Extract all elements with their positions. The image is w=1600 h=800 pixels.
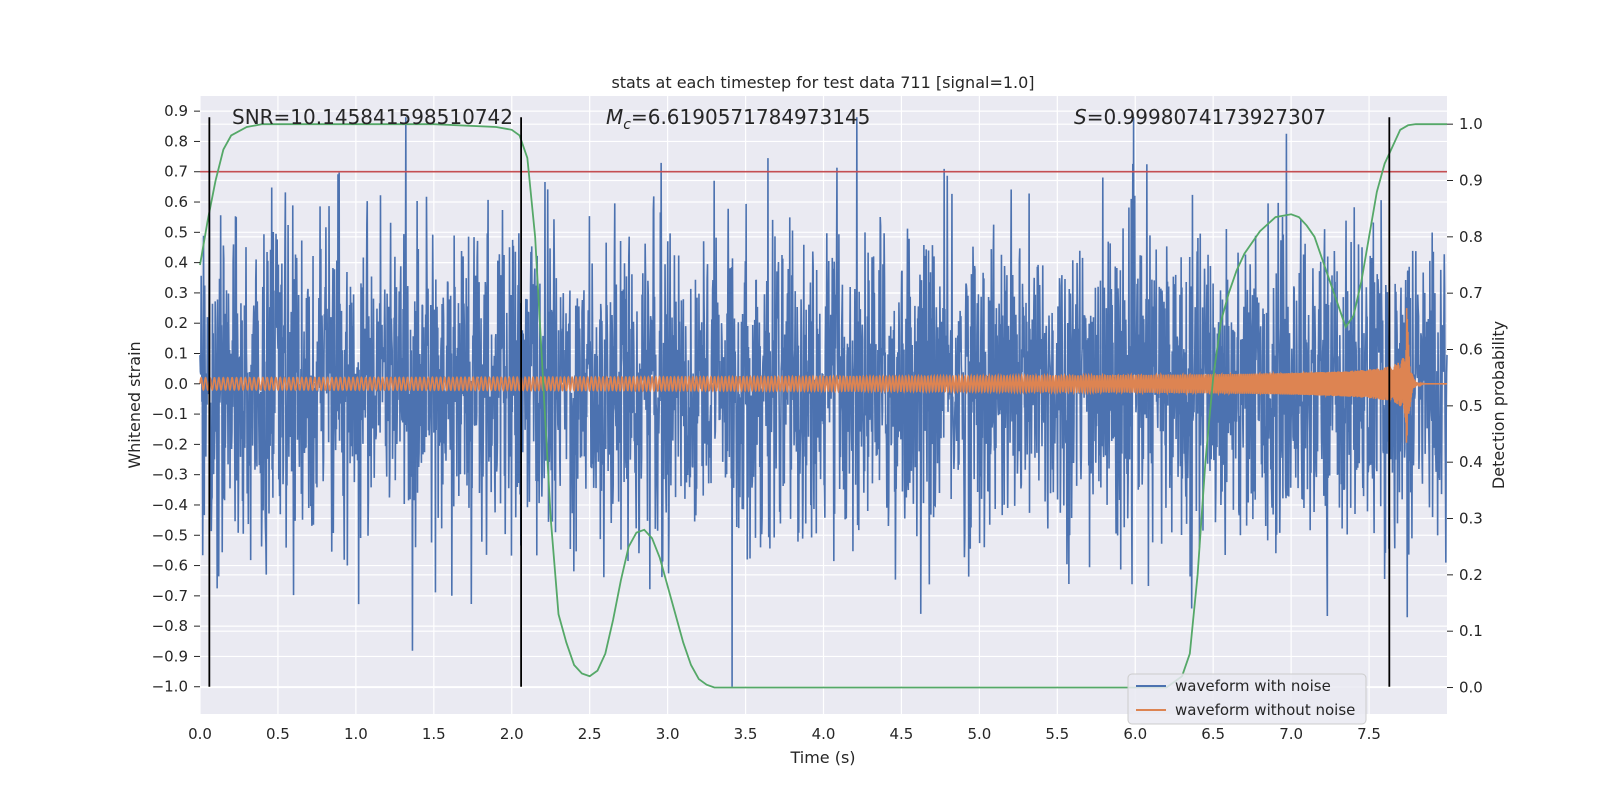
s-annotation: S=0.9998074173927307 [1074,105,1326,129]
y-tick-label: 0.9 [164,102,188,120]
plot-area [199,117,1448,689]
x-tick-label: 0.5 [266,725,290,743]
legend: waveform with noise waveform without noi… [1127,673,1367,725]
y-tick-label: −0.9 [152,647,188,665]
y-right-tick-label: 0.4 [1459,453,1483,471]
y-tick-label: 0.6 [164,193,188,211]
x-tick-label: 2.0 [500,725,524,743]
y-right-tick-label: 0.1 [1459,622,1483,640]
y-tick-label: 0.5 [164,223,188,241]
legend-label-clean: waveform without noise [1175,701,1355,719]
y-tick-label: 0.4 [164,254,188,272]
y-tick-label: −0.2 [152,435,188,453]
chirp-mass-subscript: c [623,117,631,133]
snr-annotation: SNR=10.145841598510742 [232,105,513,129]
x-tick-label: 3.0 [656,725,680,743]
y-right-tick-label: 0.8 [1459,228,1483,246]
chart-title: stats at each timestep for test data 711… [611,73,1034,92]
x-tick-label: 4.0 [812,725,836,743]
y-tick-label: −0.5 [152,526,188,544]
y-tick-label: 0.0 [164,375,188,393]
y-tick-label: −0.3 [152,466,188,484]
y-tick-label: −0.7 [152,587,188,605]
x-tick-label: 1.0 [344,725,368,743]
y-axis-right-label: Detection probability [1489,321,1508,489]
x-tick-label: 3.5 [734,725,758,743]
y-axis-ticks: 0.9 0.8 0.7 0.6 0.5 0.4 0.3 0.2 0.1 0.0 −0.1 −0.2 −0… [152,102,200,696]
y-tick-label: −0.8 [152,617,188,635]
x-axis-label: Time (s) [789,748,855,767]
series-waveform-with-noise [199,117,1448,687]
x-axis-ticks: 0.0 0.5 1.0 1.5 2.0 2.5 3.0 3.5 4.0 4.5 5.0 5.5 6.0 6… [188,725,1381,743]
x-tick-label: 7.5 [1357,725,1381,743]
y-right-tick-label: 0.2 [1459,566,1483,584]
x-tick-label: 5.5 [1045,725,1069,743]
y-tick-label: 0.1 [164,345,188,363]
x-tick-label: 5.0 [967,725,991,743]
y-right-tick-label: 0.9 [1459,172,1483,190]
y-tick-label: 0.8 [164,132,188,150]
y-tick-label: −0.4 [152,496,188,514]
y-tick-label: −0.6 [152,557,188,575]
s-value: =0.9998074173927307 [1087,105,1326,129]
x-tick-label: 6.5 [1201,725,1225,743]
y-tick-label: −1.0 [152,678,188,696]
series-detection-probability [199,123,1447,689]
chirp-mass-symbol: M [606,105,623,129]
y-tick-label: 0.7 [164,163,188,181]
x-tick-label: 0.0 [188,725,212,743]
y-axis-right-ticks: 1.0 0.9 0.8 0.7 0.6 0.5 0.4 0.3 0.2 0.1 0.0 [1447,115,1483,697]
x-tick-label: 2.5 [578,725,602,743]
y-tick-label: 0.3 [164,284,188,302]
x-tick-label: 4.5 [890,725,914,743]
y-right-tick-label: 0.5 [1459,397,1483,415]
legend-label-noise: waveform with noise [1175,677,1331,695]
legend-box [1127,673,1367,725]
y-tick-label: −0.1 [152,405,188,423]
chirp-mass-value: =6.6190571784973145 [631,105,870,129]
x-tick-label: 1.5 [422,725,446,743]
y-right-tick-label: 0.7 [1459,284,1483,302]
y-tick-label: 0.2 [164,314,188,332]
x-tick-label: 7.0 [1279,725,1303,743]
series-waveform-without-noise [199,308,1447,443]
y-right-tick-label: 0.3 [1459,510,1483,528]
y-axis-label: Whitened strain [125,341,144,468]
y-right-tick-label: 1.0 [1459,115,1483,133]
y-right-tick-label: 0.6 [1459,341,1483,359]
s-symbol: S [1074,105,1087,129]
chirp-mass-annotation: Mc=6.6190571784973145 [606,105,870,133]
x-tick-label: 6.0 [1123,725,1147,743]
y-right-tick-label: 0.0 [1459,679,1483,697]
